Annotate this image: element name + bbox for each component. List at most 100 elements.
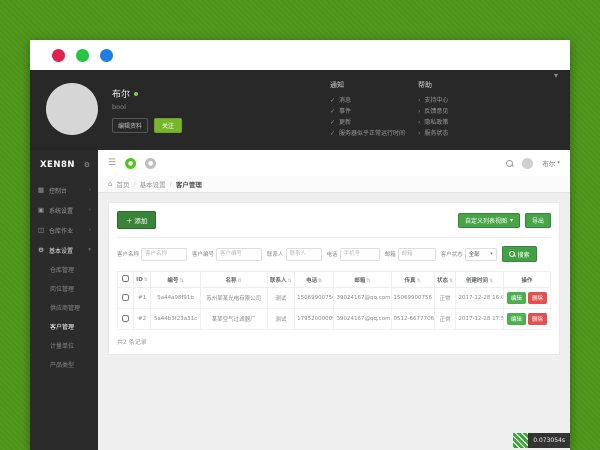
- sidebar-item-system-settings[interactable]: ▣ 系统设置 ›: [30, 200, 98, 220]
- identity-block: 布尔 bool 编辑资料 关注: [112, 87, 183, 133]
- topbar-avatar[interactable]: [522, 157, 534, 169]
- help-link[interactable]: › 隐私政策: [418, 117, 508, 128]
- status-select[interactable]: 全部 ▾: [464, 247, 497, 261]
- search-icon[interactable]: [506, 159, 514, 167]
- search-icon: [508, 251, 515, 257]
- settings-gear-icon[interactable]: ⚙: [83, 161, 90, 169]
- cell-code: 5a44b3f23a31c: [150, 308, 201, 330]
- sidebar-subitem-product-types[interactable]: 产品类型: [50, 362, 75, 369]
- cell-phone: 15069900756: [294, 287, 335, 309]
- sidebar-subitem-supplier-mgmt[interactable]: 供应商管理: [50, 305, 81, 312]
- notification-item[interactable]: ✓ 更新: [330, 117, 415, 128]
- minimize-window-button[interactable]: [76, 48, 89, 62]
- help-link[interactable]: › 反馈意见: [418, 106, 508, 117]
- sort-icon[interactable]: ⇅: [143, 276, 148, 283]
- email-input[interactable]: [397, 247, 436, 261]
- table-row: #1 5a44a98f91b 苏州某某光电有限公司 测试 15069900756…: [117, 287, 552, 309]
- sort-icon[interactable]: ⇅: [449, 277, 454, 284]
- caret-down-icon: ▾: [490, 251, 493, 257]
- search-button[interactable]: 搜索: [501, 246, 537, 262]
- contact-input[interactable]: [285, 247, 322, 261]
- maximize-window-button[interactable]: [100, 48, 113, 62]
- sidebar-item-warehouse-jobs[interactable]: ◫ 仓库作业 ›: [30, 220, 98, 240]
- qq-icon[interactable]: ●: [145, 157, 157, 169]
- wechat-icon[interactable]: ●: [125, 157, 137, 169]
- row-checkbox[interactable]: [121, 293, 129, 301]
- system-icon: ▣: [37, 206, 45, 214]
- online-status-dot: [134, 91, 139, 96]
- sort-icon[interactable]: ⇅: [318, 277, 323, 284]
- filter-label: 邮箱: [384, 252, 396, 258]
- user-menu[interactable]: 布尔 ▾: [542, 158, 560, 168]
- home-icon[interactable]: ⌂: [108, 180, 113, 188]
- sidebar-subitem-units[interactable]: 计量单位: [50, 343, 75, 350]
- top-navbar: ☰ ● ● 布尔 ▾: [98, 150, 570, 176]
- add-button-label: 添加: [134, 218, 148, 225]
- breadcrumb-current: 客户管理: [175, 181, 202, 189]
- user-name: 布尔: [112, 90, 131, 100]
- notification-item[interactable]: ✓ 服务器似乎正常运行时间: [330, 128, 415, 139]
- customer-panel: ＋ 添加 自定义列表视图 ▾ 导出: [108, 202, 560, 355]
- sort-icon[interactable]: ⇅: [179, 277, 184, 284]
- topbar-user-name: 布尔: [542, 160, 556, 168]
- check-icon: ✓: [330, 97, 336, 104]
- edit-button[interactable]: 编辑: [506, 292, 526, 304]
- sort-icon[interactable]: ⇅: [237, 277, 242, 284]
- customer-code-input[interactable]: [216, 247, 263, 261]
- col-email: 邮箱: [354, 277, 366, 284]
- export-button[interactable]: 导出: [524, 212, 551, 228]
- cell-id: #2: [132, 308, 152, 330]
- check-icon: ✓: [330, 119, 336, 126]
- chevron-right-icon: ›: [88, 207, 91, 213]
- sidebar-item-basic-settings[interactable]: ⚙ 基本设置 ▾: [30, 240, 98, 260]
- edit-button[interactable]: 编辑: [506, 313, 526, 325]
- cell-created: 2017-12-28 17:56: [455, 308, 504, 330]
- custom-columns-button[interactable]: 自定义列表视图 ▾: [457, 212, 520, 228]
- table-header-row: ID⇅ 编号⇅ 名称⇅ 联系人⇅ 电话⇅ 邮箱⇅ 传真⇅ 状态⇅ 创建时间⇅: [117, 271, 552, 288]
- delete-button[interactable]: 删除: [527, 313, 547, 325]
- row-checkbox[interactable]: [121, 314, 129, 322]
- notification-item[interactable]: ✓ 消息: [330, 95, 415, 106]
- dashboard-icon: ▦: [37, 186, 45, 194]
- col-phone: 电话: [306, 277, 318, 284]
- select-all-checkbox[interactable]: [121, 275, 129, 282]
- help-link[interactable]: › 支持中心: [418, 95, 508, 106]
- sidebar-subitem-warehouse-mgmt[interactable]: 仓库管理: [50, 267, 75, 274]
- collapse-header-icon[interactable]: ▾: [553, 71, 558, 80]
- sidebar-subitem-customer-mgmt[interactable]: 客户管理: [50, 324, 75, 331]
- sidebar-item-dashboard[interactable]: ▦ 控制台 ›: [30, 180, 98, 200]
- sort-icon[interactable]: ⇅: [488, 277, 494, 284]
- sidebar-subitem-position-mgmt[interactable]: 岗位管理: [50, 286, 75, 293]
- sort-icon[interactable]: ⇅: [366, 277, 371, 284]
- col-code: 编号: [167, 277, 179, 284]
- sidebar-item-label: 仓库作业: [49, 227, 74, 235]
- browser-window: ▾ 布尔 bool 编辑资料 关注 通知 ✓ 消息: [30, 40, 570, 450]
- chevron-right-icon: ›: [418, 130, 421, 137]
- chevron-right-icon: ›: [418, 119, 421, 126]
- menu-toggle-icon[interactable]: ☰: [108, 158, 117, 168]
- sidebar-item-label: 基本设置: [49, 247, 74, 255]
- table-row: #2 5a44b3f23a31c 某某空气过滤器厂 测试 17952000009…: [117, 308, 552, 330]
- sort-icon[interactable]: ⇅: [287, 277, 292, 284]
- help-link[interactable]: › 服务状态: [418, 128, 508, 139]
- filter-label: 客户名称: [117, 252, 140, 258]
- customer-name-input[interactable]: [141, 247, 188, 261]
- sort-icon[interactable]: ⇅: [416, 277, 421, 284]
- filter-label: 电话: [326, 252, 338, 258]
- follow-button[interactable]: 关注: [154, 118, 183, 133]
- col-fax: 传真: [404, 277, 416, 284]
- breadcrumb-basic-settings[interactable]: 基本设置: [139, 181, 166, 189]
- notification-item[interactable]: ✓ 事件: [330, 106, 415, 117]
- close-window-button[interactable]: [52, 48, 65, 62]
- help-link-label: 隐私政策: [424, 119, 449, 126]
- phone-input[interactable]: [339, 247, 380, 261]
- divider: [117, 237, 551, 238]
- cell-id: #1: [132, 287, 152, 309]
- notification-label: 更新: [339, 119, 352, 126]
- add-customer-button[interactable]: ＋ 添加: [117, 211, 157, 229]
- gear-icon: ⚙: [38, 246, 44, 254]
- breadcrumb-home[interactable]: 首页: [116, 181, 130, 189]
- notification-label: 事件: [339, 108, 352, 115]
- delete-button[interactable]: 删除: [527, 292, 547, 304]
- edit-profile-button[interactable]: 编辑资料: [112, 118, 149, 133]
